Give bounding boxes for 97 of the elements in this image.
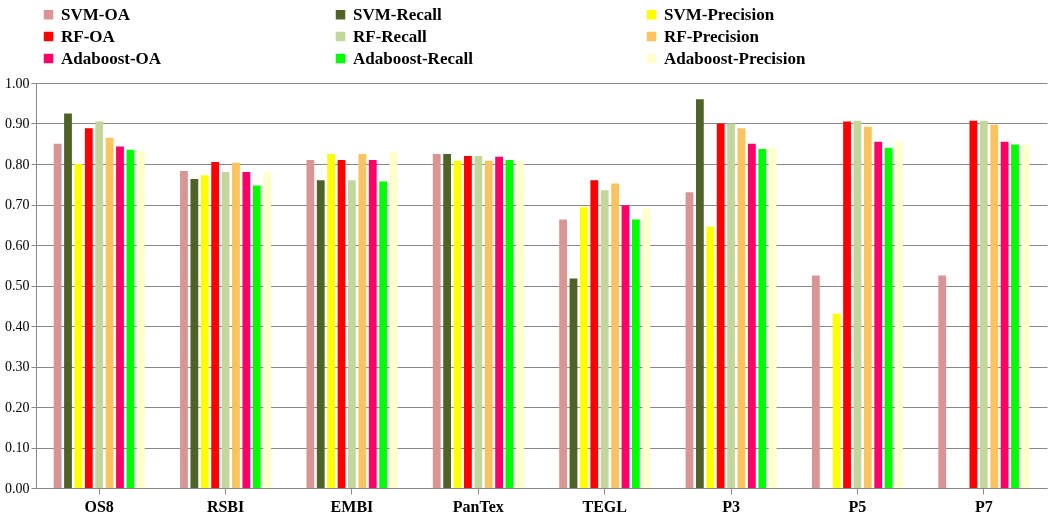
bar [505, 159, 514, 488]
legend-label: RF-Recall [353, 26, 427, 46]
bar [211, 161, 220, 488]
y-tick-label: 1.00 [5, 75, 30, 91]
bar [884, 147, 893, 488]
bar [969, 120, 978, 488]
bar [1021, 144, 1030, 488]
bar [389, 151, 398, 488]
bar [874, 141, 883, 488]
legend-label: RF-OA [61, 26, 116, 46]
bar [895, 141, 903, 488]
bar [368, 159, 377, 488]
y-tick-label: 0.00 [5, 480, 30, 496]
bar [737, 128, 746, 488]
y-tick-label: 0.90 [5, 116, 30, 131]
y-tick-label: 0.40 [5, 318, 30, 334]
bar [221, 172, 230, 488]
x-tick-label: RSBI [206, 497, 245, 515]
bar [863, 126, 872, 488]
legend-label: Adaboost-OA [61, 48, 162, 68]
bar [190, 178, 199, 488]
x-tick-label: OS8 [84, 497, 114, 515]
bar [64, 113, 72, 488]
y-tick-label: 0.30 [5, 359, 30, 374]
bar [642, 208, 651, 488]
y-tick-label: 0.50 [5, 278, 30, 293]
bar [232, 162, 240, 488]
bar [811, 275, 820, 488]
legend-label: Adaboost-Recall [353, 48, 474, 68]
bar [706, 226, 715, 488]
bar [105, 137, 114, 488]
bar [695, 99, 704, 488]
bar [306, 159, 315, 488]
bar [358, 153, 367, 488]
legend-label: Adaboost-Precision [664, 48, 806, 68]
bar [327, 153, 336, 488]
bar [53, 143, 62, 488]
bar [747, 143, 756, 488]
bar [600, 190, 609, 488]
legend-label: SVM-Precision [664, 4, 775, 24]
bar [685, 192, 694, 488]
bar [126, 149, 135, 488]
bar [1000, 141, 1009, 488]
bar [832, 313, 841, 488]
bar [453, 160, 462, 488]
bar [348, 180, 356, 488]
bar [200, 175, 209, 488]
bar [180, 170, 188, 488]
bar [559, 219, 567, 488]
x-tick-label: PanTex [452, 497, 504, 515]
bar [979, 120, 988, 488]
bar [474, 155, 483, 488]
bar [316, 180, 325, 488]
y-tick-label: 0.60 [5, 237, 30, 253]
bar [74, 164, 83, 488]
bar [590, 180, 599, 488]
legend-label: SVM-Recall [353, 4, 443, 24]
bar [938, 275, 947, 488]
y-tick-label: 0.10 [5, 440, 30, 455]
bar [337, 159, 346, 488]
bar [95, 121, 104, 488]
x-tick-label: P3 [722, 497, 740, 515]
bar [443, 153, 452, 488]
bar [621, 205, 630, 488]
bar [136, 150, 145, 488]
bar [579, 207, 588, 488]
bar [242, 172, 251, 488]
bar [495, 156, 504, 488]
bar [611, 183, 619, 488]
x-tick-label: TEGL [582, 497, 627, 515]
bar [1011, 144, 1019, 488]
bar [990, 124, 999, 488]
bar [84, 128, 93, 488]
bar [631, 219, 640, 488]
bar [843, 121, 851, 488]
x-tick-label: EMBI [330, 497, 374, 515]
bar [464, 155, 472, 488]
x-tick-label: P7 [974, 497, 993, 515]
bar [379, 181, 388, 488]
bar [758, 149, 767, 488]
bar [484, 160, 493, 488]
legend-label: RF-Precision [664, 26, 760, 46]
legend-label: SVM-OA [61, 4, 131, 24]
bar [716, 123, 725, 488]
bar [853, 120, 862, 488]
y-tick-label: 0.70 [5, 197, 30, 212]
bar [516, 160, 524, 488]
bar [432, 153, 441, 488]
bar [263, 172, 272, 488]
y-tick-label: 0.80 [5, 156, 30, 172]
bar [569, 278, 578, 488]
bar [768, 147, 777, 488]
bar [116, 146, 124, 488]
y-tick-label: 0.20 [5, 399, 30, 415]
x-tick-label: P5 [848, 497, 867, 515]
bar [252, 185, 261, 488]
bar [727, 123, 735, 488]
